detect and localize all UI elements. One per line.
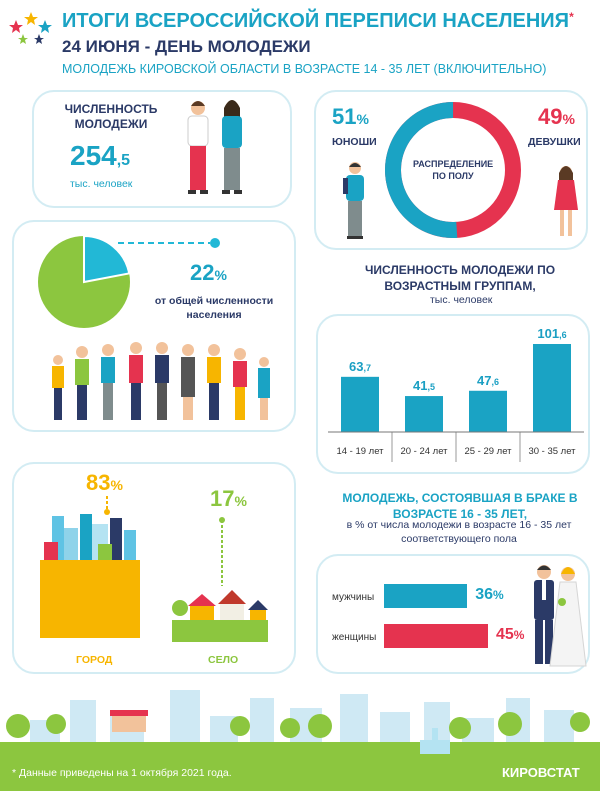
city-illustration (40, 496, 140, 638)
bar-value-label-3: 101,6 (537, 326, 566, 341)
age-groups-unit: тыс. человек (430, 294, 493, 306)
gender-card: 51% ЮНОШИ 49% ДЕВУШКИ РАСПРЕДЕЛЕНИЕ ПО П… (314, 90, 588, 250)
share-pie-chart (38, 234, 131, 328)
title-footnote-mark: * (569, 10, 574, 24)
bar-0 (341, 376, 379, 432)
category-label-1: 20 - 24 лет (400, 446, 448, 457)
women-percent: 45% (496, 626, 524, 644)
pie-connector-line (118, 238, 220, 248)
city-bar (40, 560, 140, 638)
pie-slice-youth (83, 234, 131, 284)
bar-3 (533, 344, 571, 432)
youth-count-value: 254,5 (70, 140, 130, 172)
youth-count-decimal: ,5 (116, 152, 131, 169)
male-percent-value: 51 (332, 104, 357, 129)
bar-value-label-1: 41,5 (413, 378, 435, 393)
female-percent-value: 49 (538, 104, 563, 129)
women-bar (384, 624, 488, 648)
women-percent-sign: % (513, 628, 525, 642)
bar-value-label-0: 63,7 (349, 359, 371, 374)
male-label: ЮНОШИ (332, 136, 377, 148)
city-label: ГОРОД (76, 654, 113, 666)
page-title-text: ИТОГИ ВСЕРОССИЙСКОЙ ПЕРЕПИСИ НАСЕЛЕНИЯ (62, 10, 570, 32)
bar-value-label-2: 47,6 (477, 373, 499, 388)
village-bar (172, 620, 268, 642)
marriage-title: МОЛОДЕЖЬ, СОСТОЯВШАЯ В БРАКЕ В ВОЗРАСТЕ … (342, 491, 578, 521)
village-label: СЕЛО (208, 654, 239, 666)
city-percent-value: 83 (86, 470, 111, 495)
women-label: женщины (332, 632, 377, 643)
women-percent-value: 45 (496, 626, 514, 643)
category-label-3: 30 - 35 лет (528, 446, 576, 457)
age-groups-title: ЧИСЛЕННОСТЬ МОЛОДЕЖИ ПО ВОЗРАСТНЫМ ГРУПП… (364, 263, 556, 293)
village-percent: 17% (210, 486, 247, 512)
share-label: от общей численности населения (154, 295, 274, 321)
bar-2 (469, 390, 507, 432)
donut-center-label: РАСПРЕДЕЛЕНИЕ ПО ПОЛУ (413, 159, 494, 181)
share-percent-value: 22 (190, 260, 215, 285)
village-percent-value: 17 (210, 486, 235, 511)
page-note: МОЛОДЕЖЬ КИРОВСКОЙ ОБЛАСТИ В ВОЗРАСТЕ 14… (62, 62, 547, 76)
category-label-2: 25 - 29 лет (464, 446, 512, 457)
wedding-couple-illustration (534, 565, 587, 667)
city-percent-sign: % (110, 477, 123, 493)
share-percent-sign: % (214, 267, 227, 283)
footer-note: * Данные приведены на 1 октября 2021 год… (12, 767, 232, 779)
male-percent: 51% (332, 104, 369, 130)
share-card: 22% от общей численности населения (12, 220, 296, 432)
marriage-card: мужчины 36% женщины 45% (316, 554, 590, 674)
young-couple-illustration (187, 100, 242, 194)
female-label: ДЕВУШКИ (528, 136, 581, 148)
men-bar (384, 584, 468, 608)
marriage-subtitle: в % от числа молодежи в возрасте 16 - 35… (346, 519, 572, 545)
youth-count-main: 254 (70, 140, 117, 171)
bar-1 (405, 396, 443, 432)
female-percent-sign: % (562, 111, 575, 127)
donut-male-arc (385, 102, 521, 238)
city-percent: 83% (86, 470, 123, 496)
page-subtitle: 24 ИЮНЯ - ДЕНЬ МОЛОДЕЖИ (62, 37, 311, 56)
men-percent-value: 36 (475, 586, 493, 603)
census-logo (9, 12, 52, 44)
girl-illustration (554, 166, 578, 236)
category-label-0: 14 - 19 лет (336, 446, 384, 457)
youth-count-card: ЧИСЛЕННОСТЬ МОЛОДЕЖИ 254,5 тыс. человек (32, 90, 292, 208)
men-percent-sign: % (492, 588, 504, 602)
footer-brand: КИРОВСТАТ (502, 765, 580, 780)
boy-illustration (343, 162, 364, 239)
village-illustration (172, 517, 268, 642)
gender-donut-chart (385, 102, 521, 238)
cityscape-footer-illustration (0, 690, 600, 791)
age-groups-bar-chart: 63,7 14 - 19 лет 41,5 20 - 24 лет 47,6 25 - 2… (328, 326, 584, 462)
youth-count-unit: тыс. человек (70, 178, 133, 190)
men-label: мужчины (332, 592, 375, 603)
page-title: ИТОГИ ВСЕРОССИЙСКОЙ ПЕРЕПИСИ НАСЕЛЕНИЯ* (62, 10, 574, 33)
female-percent: 49% (538, 104, 575, 130)
youth-count-label: ЧИСЛЕННОСТЬ МОЛОДЕЖИ (64, 102, 158, 131)
age-groups-card: 63,7 14 - 19 лет 41,5 20 - 24 лет 47,6 25 - 2… (316, 314, 590, 474)
logo-stars-icon (9, 12, 52, 44)
village-percent-sign: % (234, 493, 247, 509)
urban-rural-card: 83% 17% ГОРОД СЕЛО (12, 462, 296, 674)
men-percent: 36% (475, 586, 503, 604)
youth-group-illustration (52, 342, 270, 420)
male-percent-sign: % (356, 111, 369, 127)
share-percent: 22% (190, 260, 227, 286)
